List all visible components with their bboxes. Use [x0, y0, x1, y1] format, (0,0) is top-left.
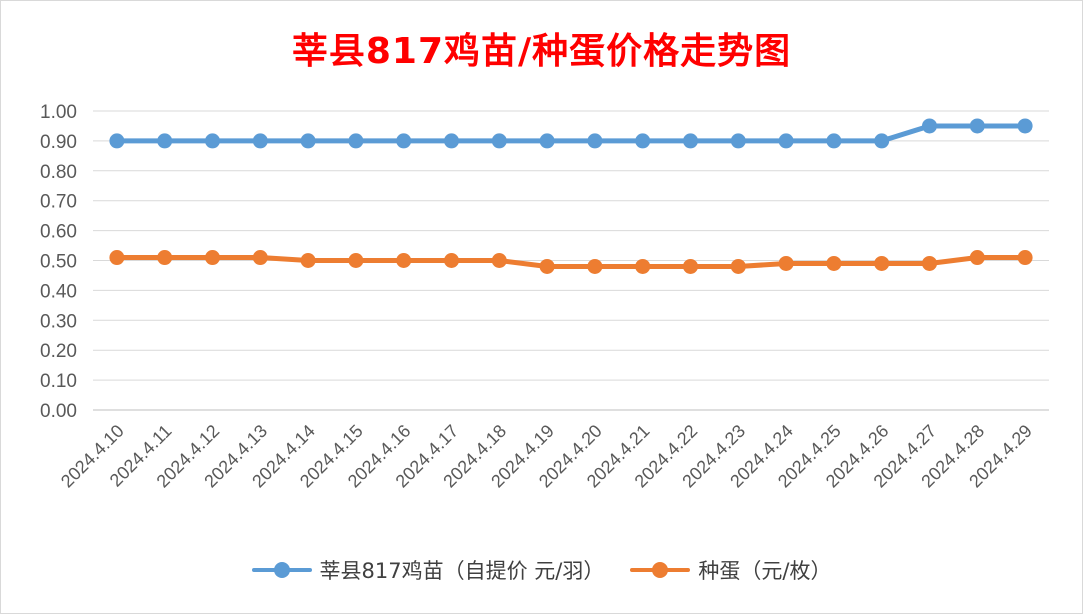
y-tick-label: 0.30: [40, 311, 77, 332]
data-point: [587, 258, 603, 274]
y-tick-label: 0.80: [40, 162, 77, 183]
y-tick-label: 0.10: [40, 371, 77, 392]
data-point: [300, 253, 316, 268]
data-point: [252, 133, 268, 149]
data-point: [348, 253, 364, 268]
y-tick-label: 0.60: [40, 222, 77, 243]
data-point: [874, 255, 890, 271]
data-point: [444, 133, 459, 149]
data-point: [730, 258, 746, 274]
data-point: [396, 133, 412, 149]
data-point: [157, 133, 173, 149]
series-line-1: [114, 255, 1028, 269]
data-point: [205, 250, 220, 266]
data-point: [1017, 118, 1033, 134]
legend-item-egg: 种蛋（元/枚）: [630, 555, 831, 585]
gridlines: [93, 110, 1049, 411]
legend: 莘县817鸡苗（自提价 元/羽） 种蛋（元/枚）: [0, 555, 1083, 585]
data-point: [587, 133, 603, 149]
data-point: [1017, 250, 1033, 266]
data-point: [778, 255, 794, 271]
data-point: [874, 133, 890, 149]
data-point: [826, 255, 842, 271]
data-point: [491, 133, 507, 149]
data-point: [252, 250, 268, 266]
x-axis: 2024.4.102024.4.112024.4.122024.4.132024…: [57, 421, 1036, 492]
data-point: [109, 133, 125, 149]
data-point: [491, 253, 507, 268]
y-tick-label: 0.20: [40, 341, 77, 362]
y-tick-label: 0.90: [40, 132, 77, 153]
legend-item-chick: 莘县817鸡苗（自提价 元/羽）: [251, 555, 605, 585]
series-line-0: [114, 123, 1028, 144]
series-group: [109, 118, 1033, 274]
data-point: [539, 258, 555, 274]
y-axis: 0.00 0.10 0.20 0.30 0.40 0.50 0.60 0.70 0.80 0.90…: [40, 102, 77, 422]
data-point: [300, 133, 316, 149]
data-point: [683, 133, 698, 149]
data-point: [109, 250, 125, 266]
data-point: [635, 258, 651, 274]
data-point: [157, 250, 173, 266]
data-point: [635, 133, 651, 149]
data-point: [969, 118, 985, 134]
data-point: [683, 258, 698, 274]
data-point: [348, 133, 364, 149]
data-point: [826, 133, 842, 149]
data-point: [922, 255, 937, 271]
data-point: [444, 253, 459, 268]
y-tick-label: 0.70: [40, 192, 77, 213]
data-point: [396, 253, 412, 268]
legend-swatch-egg: [630, 562, 691, 578]
legend-label-chick: 莘县817鸡苗（自提价 元/羽）: [319, 559, 605, 583]
y-tick-label: 0.00: [40, 401, 77, 422]
chart-title: 莘县817鸡苗/种蛋价格走势图: [291, 31, 792, 72]
legend-swatch-chick: [251, 562, 312, 578]
data-point: [539, 133, 555, 149]
data-point: [778, 133, 794, 149]
y-tick-label: 0.40: [40, 281, 77, 302]
legend-label-egg: 种蛋（元/枚）: [698, 559, 832, 583]
y-tick-label: 1.00: [40, 102, 77, 123]
data-point: [969, 250, 985, 266]
data-point: [922, 118, 937, 134]
data-point: [730, 133, 746, 149]
data-point: [205, 133, 220, 149]
y-tick-label: 0.50: [40, 252, 77, 273]
